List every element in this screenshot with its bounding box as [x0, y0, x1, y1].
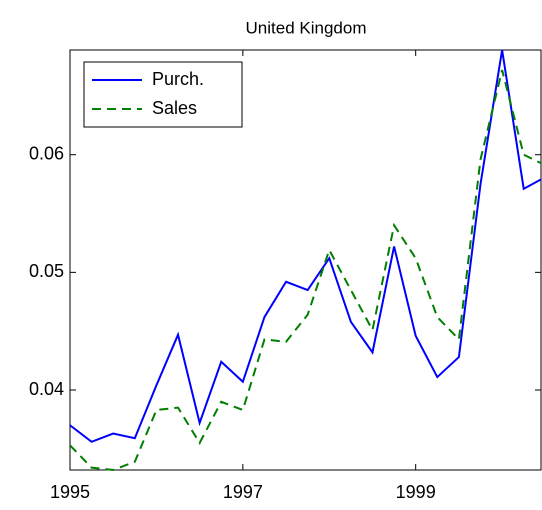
- x-tick-label: 1995: [50, 482, 90, 502]
- plot-area: [69, 49, 542, 471]
- y-tick-label: 0.04: [29, 379, 64, 399]
- y-tick-label: 0.06: [29, 143, 64, 163]
- y-tick-label: 0.05: [29, 261, 64, 281]
- legend-box: [83, 61, 243, 128]
- legend-label: Purch.: [152, 69, 204, 89]
- x-tick-label: 1997: [223, 482, 263, 502]
- legend-label: Sales: [152, 98, 197, 118]
- data-line: [70, 49, 541, 443]
- x-tick-label: 1999: [396, 482, 436, 502]
- chart-title: United Kingdom: [246, 18, 367, 37]
- data-line: [70, 69, 541, 472]
